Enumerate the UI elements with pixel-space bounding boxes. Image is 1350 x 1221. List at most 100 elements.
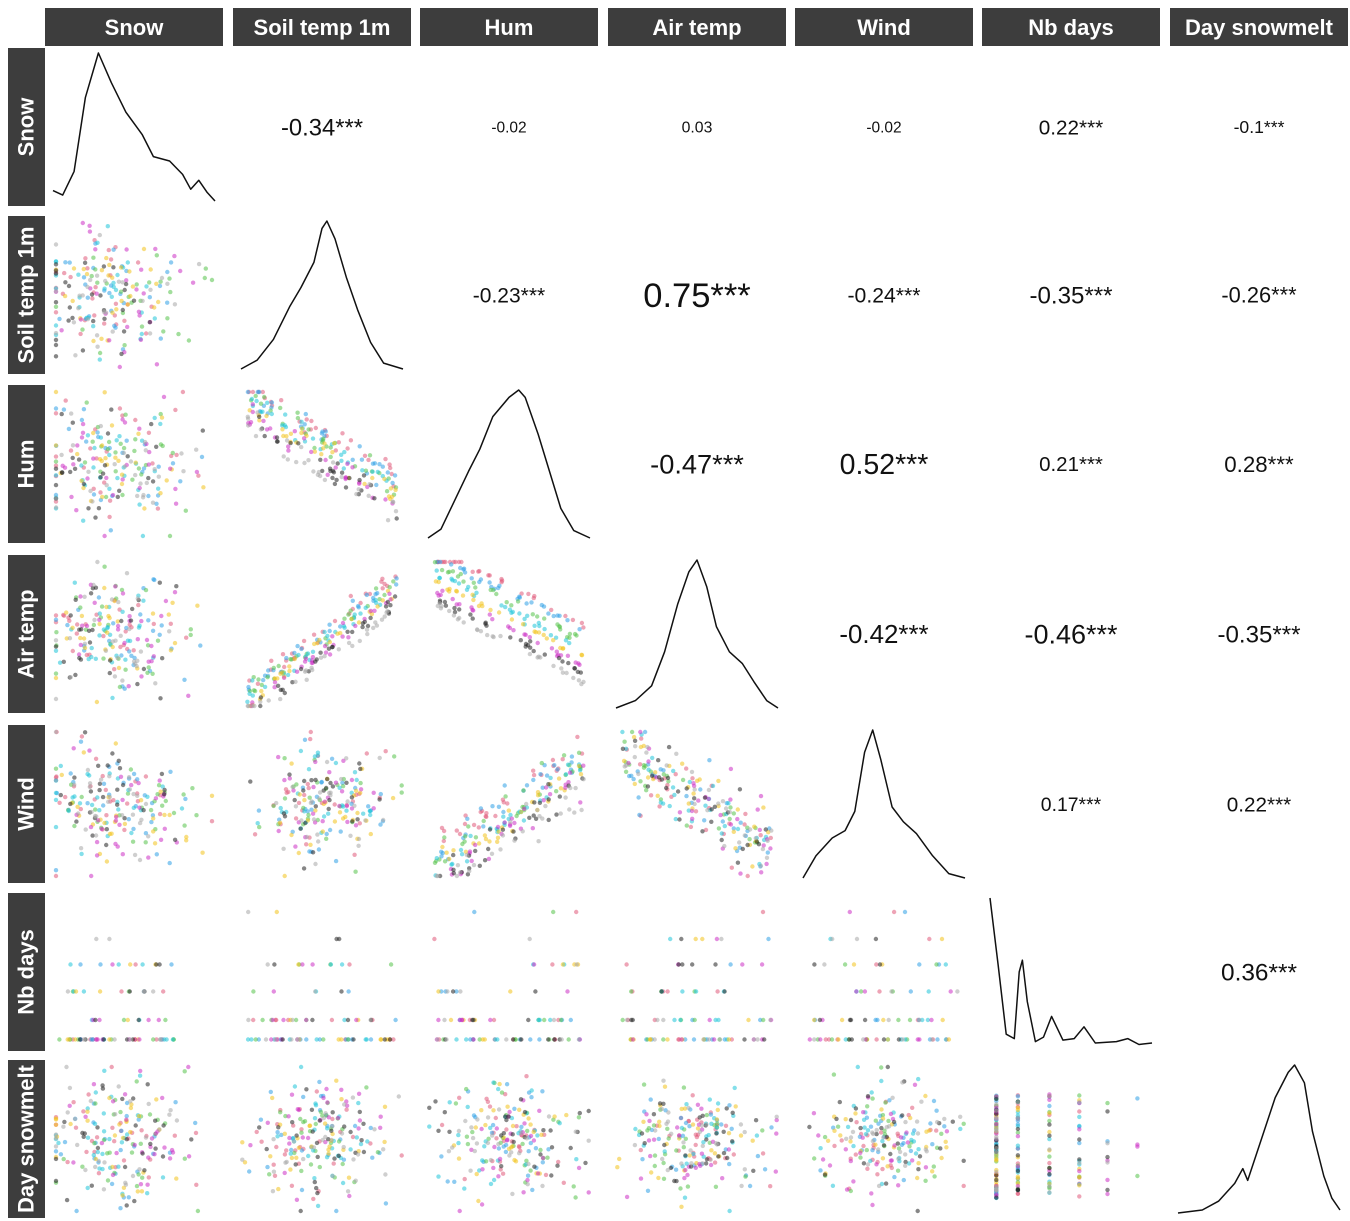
scatter-point: [524, 801, 529, 807]
scatter-point: [301, 788, 306, 793]
scatter-point: [349, 777, 355, 783]
scatter-point: [115, 623, 121, 629]
scatter-point: [120, 280, 125, 285]
scatter-point: [554, 649, 559, 654]
scatter-point: [919, 1099, 924, 1104]
scatter-point: [380, 576, 385, 581]
scatter-point: [456, 1132, 461, 1138]
scatter-point: [883, 1181, 889, 1186]
scatter-point: [371, 790, 376, 795]
scatter-point: [97, 457, 103, 462]
scatter-point: [137, 502, 142, 507]
scatter-point: [110, 310, 115, 315]
scatter-point: [95, 1145, 101, 1151]
scatter-point: [102, 820, 107, 826]
scatter-point: [578, 670, 583, 675]
scatter-point: [353, 788, 359, 793]
scatter-point: [656, 775, 662, 780]
scatter-point: [495, 835, 501, 840]
scatter-point: [495, 1037, 500, 1042]
scatter-point: [862, 1125, 867, 1130]
scatter-point: [128, 962, 133, 967]
scatter-point: [478, 629, 484, 634]
scatter-point: [844, 1187, 850, 1192]
scatter-point: [89, 1183, 95, 1188]
scatter-point: [132, 655, 137, 661]
scatter-point: [302, 809, 307, 814]
scatter-point: [158, 279, 163, 284]
scatter-point: [97, 357, 103, 362]
scatter-point: [53, 1136, 59, 1141]
scatter-point: [119, 472, 125, 477]
scatter-point: [742, 1129, 747, 1135]
scatter-panel-air-temp-vs-soil-temp-1m: [245, 574, 399, 709]
scatter-panel-air-temp-vs-snow: [53, 559, 203, 705]
scatter-point: [489, 851, 495, 856]
scatter-point: [260, 1017, 265, 1023]
scatter-point: [165, 316, 170, 321]
scatter-point: [111, 247, 116, 252]
scatter-point: [126, 1195, 131, 1200]
scatter-point: [641, 763, 647, 768]
scatter-point: [70, 625, 75, 630]
scatter-point: [172, 1133, 177, 1138]
scatter-point: [760, 1128, 765, 1133]
scatter-point: [339, 1131, 345, 1136]
correlation-label: -0.23***: [473, 284, 545, 307]
scatter-point: [283, 787, 289, 792]
scatter-point: [745, 842, 750, 848]
scatter-point: [73, 989, 79, 994]
scatter-point: [190, 280, 196, 285]
scatter-point: [79, 734, 85, 739]
scatter-point: [137, 820, 143, 826]
scatter-point: [157, 811, 163, 817]
scatter-point: [164, 1037, 169, 1042]
scatter-point: [665, 1126, 670, 1132]
scatter-point: [133, 437, 138, 442]
scatter-point: [249, 396, 255, 402]
scatter-point: [931, 1164, 936, 1169]
scatter-point: [321, 446, 326, 451]
scatter-point: [80, 430, 86, 435]
scatter-point: [572, 666, 577, 671]
scatter-point: [886, 1124, 892, 1129]
scatter-point: [96, 595, 102, 600]
scatter-point: [146, 1175, 151, 1180]
scatter-point: [137, 485, 142, 491]
scatter-point: [546, 797, 551, 802]
scatter-point: [853, 1111, 858, 1116]
scatter-point: [537, 1037, 542, 1042]
scatter-point: [381, 1147, 386, 1152]
scatter-point: [480, 1037, 485, 1042]
scatter-point: [101, 1111, 107, 1116]
scatter-point: [138, 1182, 144, 1187]
scatter-point: [1047, 1154, 1052, 1159]
scatter-point: [154, 501, 159, 506]
scatter-point: [143, 801, 149, 807]
scatter-point: [240, 1157, 245, 1162]
scatter-point: [373, 597, 378, 603]
scatter-point: [85, 1109, 90, 1114]
scatter-point: [629, 989, 634, 994]
scatter-point: [720, 819, 725, 824]
scatter-point: [679, 1204, 684, 1210]
scatter-point: [839, 1017, 845, 1023]
scatter-point: [672, 1017, 677, 1023]
scatter-point: [272, 685, 277, 690]
scatter-point: [470, 569, 475, 574]
scatter-point: [896, 1037, 902, 1042]
scatter-point: [326, 811, 331, 816]
scatter-point: [462, 839, 467, 844]
scatter-point: [910, 1158, 915, 1163]
scatter-point: [53, 1122, 59, 1128]
scatter-point: [916, 1147, 921, 1152]
scatter-point: [80, 1164, 85, 1169]
scatter-point: [645, 784, 651, 789]
scatter-point: [817, 1017, 823, 1023]
scatter-point: [458, 989, 463, 994]
scatter-point: [295, 415, 301, 421]
scatter-point: [528, 1140, 533, 1146]
correlation-label: -0.24***: [847, 284, 920, 307]
scatter-point: [314, 657, 319, 662]
scatter-point: [125, 302, 130, 307]
